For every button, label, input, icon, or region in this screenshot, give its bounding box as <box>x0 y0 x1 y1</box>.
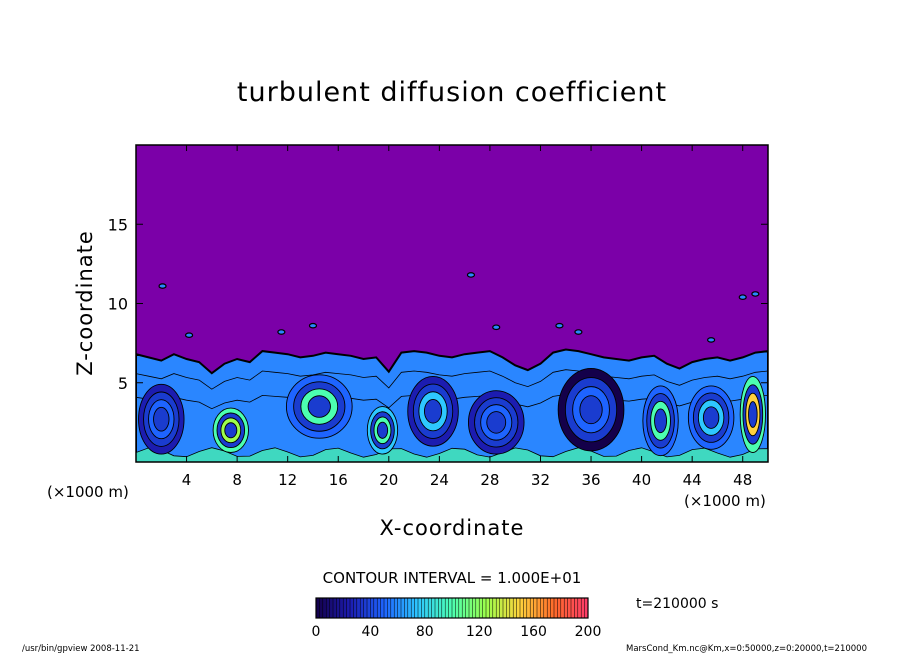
vortex-contour <box>654 408 668 434</box>
x-tick-label: 24 <box>430 471 449 489</box>
time-label: t=210000 s <box>636 596 718 612</box>
x-axis-ticks: 4 8 12 16 20 24 28 32 36 40 44 48 <box>182 145 752 489</box>
x-tick-label: 36 <box>581 471 600 489</box>
y-tick-label: 10 <box>108 295 128 314</box>
x-tick-label: 4 <box>182 471 192 489</box>
y-axis-label: Z-coordinate <box>73 230 97 376</box>
y-tick-label: 5 <box>118 374 128 393</box>
colorbar-tick-label: 160 <box>520 624 547 640</box>
detached-eddy <box>466 272 476 278</box>
vortex <box>467 390 525 455</box>
x-axis-label: X-coordinate <box>380 516 525 540</box>
x-tick-label: 48 <box>733 471 752 489</box>
vortex <box>557 368 625 452</box>
vortex-contour <box>153 406 170 432</box>
chart-title: turbulent diffusion coefficient <box>237 77 667 108</box>
colorbar-tick-label: 40 <box>361 624 379 640</box>
colorbar-tick-label: 0 <box>312 624 321 640</box>
vortex <box>285 374 353 439</box>
colorbar-tick-label: 120 <box>466 624 493 640</box>
colorbar: 0 40 80 120 160 200 <box>312 597 602 640</box>
colorbar-contour-lines <box>319 598 585 618</box>
vortex <box>687 385 735 450</box>
turbulent-field <box>136 272 768 462</box>
vortex-contour <box>748 401 758 428</box>
detached-eddy <box>555 322 564 329</box>
x-unit-right: (×1000 m) <box>684 492 766 510</box>
x-tick-label: 28 <box>480 471 499 489</box>
footer-right: MarsCond_Km.nc@Km,x=0:50000,z=0:20000,t=… <box>626 644 867 654</box>
x-tick-label: 40 <box>632 471 651 489</box>
x-tick-label: 20 <box>379 471 398 489</box>
vortex-contour <box>224 422 238 439</box>
vortex <box>642 385 679 457</box>
vortex <box>138 383 185 455</box>
surface-band <box>136 447 768 462</box>
x-tick-label: 12 <box>278 471 297 489</box>
detached-eddy <box>751 291 760 297</box>
vortex <box>739 375 766 453</box>
detached-eddy <box>707 337 716 343</box>
vortex-contour <box>307 395 331 418</box>
colorbar-frame <box>315 597 589 619</box>
vortex-contour <box>423 398 443 424</box>
detached-eddy <box>158 283 167 289</box>
contour-interval-label: CONTOUR INTERVAL = 1.000E+01 <box>323 569 582 587</box>
detached-eddy <box>277 329 286 335</box>
colorbar-ticks: 0 40 80 120 160 200 <box>312 624 602 640</box>
x-tick-label: 8 <box>232 471 242 489</box>
vortex <box>366 406 399 455</box>
detached-eddy <box>738 294 747 300</box>
detached-eddy <box>574 329 583 335</box>
y-axis-ticks: 5 10 15 <box>108 215 768 393</box>
x-tick-label: 32 <box>531 471 550 489</box>
vortex <box>407 375 459 447</box>
vortex-contour <box>376 421 389 439</box>
vortex <box>212 407 249 453</box>
x-tick-label: 16 <box>329 471 348 489</box>
colorbar-tick-label: 80 <box>416 624 434 640</box>
y-tick-label: 15 <box>108 215 128 234</box>
detached-eddy <box>308 322 318 329</box>
x-unit-left: (×1000 m) <box>47 483 129 501</box>
footer-left: /usr/bin/gpview 2008-11-21 <box>22 644 140 654</box>
vortex-contour <box>579 395 603 425</box>
x-tick-label: 44 <box>683 471 702 489</box>
detached-eddy <box>184 332 194 339</box>
detached-eddy <box>492 324 501 331</box>
vortex-contour <box>486 411 507 434</box>
colorbar-tick-label: 200 <box>575 624 602 640</box>
contour-line <box>136 369 768 390</box>
vortex-contour <box>702 406 720 429</box>
